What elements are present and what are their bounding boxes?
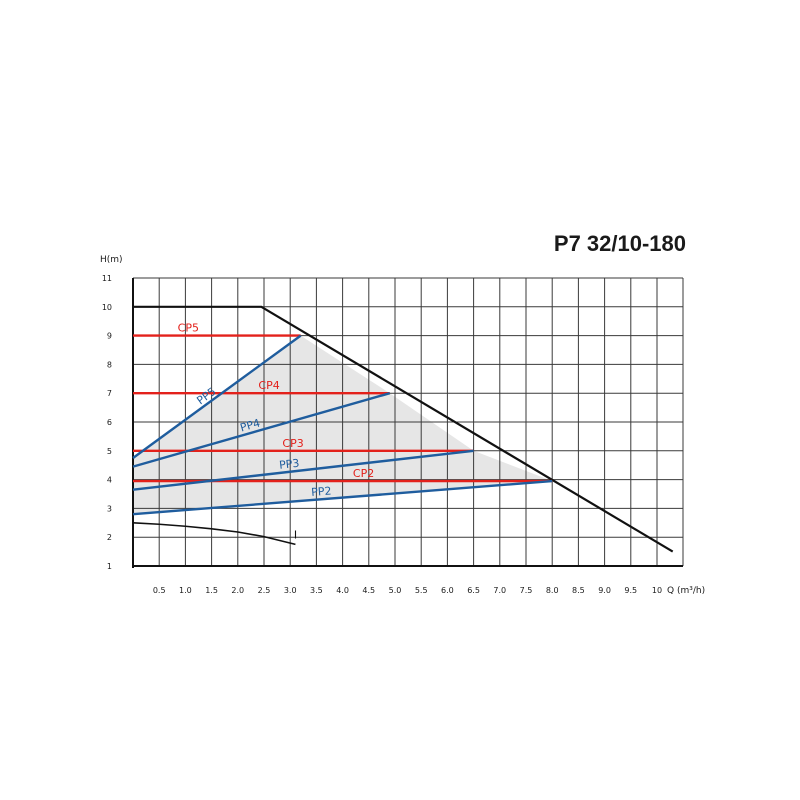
x-tick-label: 5.5 bbox=[415, 586, 428, 595]
series-line-pp5 bbox=[132, 334, 302, 459]
y-tick-label: 3 bbox=[107, 504, 112, 513]
y-tick-label: 11 bbox=[102, 274, 112, 283]
x-tick-label: 7.5 bbox=[520, 586, 533, 595]
x-tick-label: 10 bbox=[652, 586, 662, 595]
series-label-cp4: CP4 bbox=[258, 379, 279, 392]
series-line-pp4 bbox=[132, 392, 391, 468]
series-label-pp3: PP3 bbox=[278, 457, 300, 472]
y-tick-label: 1 bbox=[107, 562, 112, 571]
x-tick-label: 1.0 bbox=[179, 586, 192, 595]
x-tick-label: 6.5 bbox=[467, 586, 480, 595]
series-label-i: I bbox=[294, 528, 297, 541]
x-tick-label: 3.5 bbox=[310, 586, 323, 595]
y-tick-label: 5 bbox=[107, 447, 112, 456]
x-tick-label: 9.5 bbox=[624, 586, 637, 595]
x-tick-label: 2.5 bbox=[258, 586, 271, 595]
curves bbox=[132, 305, 674, 553]
y-tick-label: 10 bbox=[102, 303, 112, 312]
x-tick-label: 5.0 bbox=[389, 586, 402, 595]
series-label-cp5: CP5 bbox=[178, 322, 199, 335]
series-line-i bbox=[132, 522, 296, 546]
grid bbox=[132, 277, 684, 568]
series-label-pp4: PP4 bbox=[239, 416, 262, 434]
y-tick-label: 4 bbox=[107, 476, 112, 485]
y-tick-label: 6 bbox=[107, 418, 112, 427]
x-tick-label: 4.0 bbox=[336, 586, 349, 595]
x-axis-label: Q (m³/h) bbox=[667, 586, 705, 596]
x-tick-label: 4.5 bbox=[362, 586, 375, 595]
tick-labels: 0.5 1.0 1.5 2.0 2.5 3.0 3.5 4.0 4.5 5.0 5.5 6.0 6.5 7… bbox=[102, 274, 662, 595]
x-tick-label: 8.0 bbox=[546, 586, 559, 595]
x-tick-label: 8.5 bbox=[572, 586, 585, 595]
y-tick-label: 2 bbox=[107, 533, 112, 542]
x-tick-label: 9.0 bbox=[598, 586, 611, 595]
y-tick-label: 7 bbox=[107, 389, 112, 398]
chart-title: P7 32/10-180 bbox=[554, 231, 686, 256]
x-tick-label: 1.5 bbox=[205, 586, 218, 595]
y-tick-label: 9 bbox=[107, 332, 112, 341]
y-tick-label: 8 bbox=[107, 360, 112, 369]
x-tick-label: 7.0 bbox=[493, 586, 506, 595]
series-label-pp2: PP2 bbox=[311, 484, 332, 499]
max-curve bbox=[133, 305, 674, 553]
x-tick-label: 3.0 bbox=[284, 586, 297, 595]
series-line-pp2 bbox=[132, 479, 553, 516]
series-line-pp3 bbox=[132, 449, 474, 491]
series-label-cp2: CP2 bbox=[353, 467, 374, 480]
y-axis-label: H(m) bbox=[100, 255, 123, 265]
x-tick-label: 6.0 bbox=[441, 586, 454, 595]
x-tick-label: 0.5 bbox=[153, 586, 166, 595]
series-label-cp3: CP3 bbox=[282, 437, 303, 450]
x-tick-label: 2.0 bbox=[231, 586, 244, 595]
